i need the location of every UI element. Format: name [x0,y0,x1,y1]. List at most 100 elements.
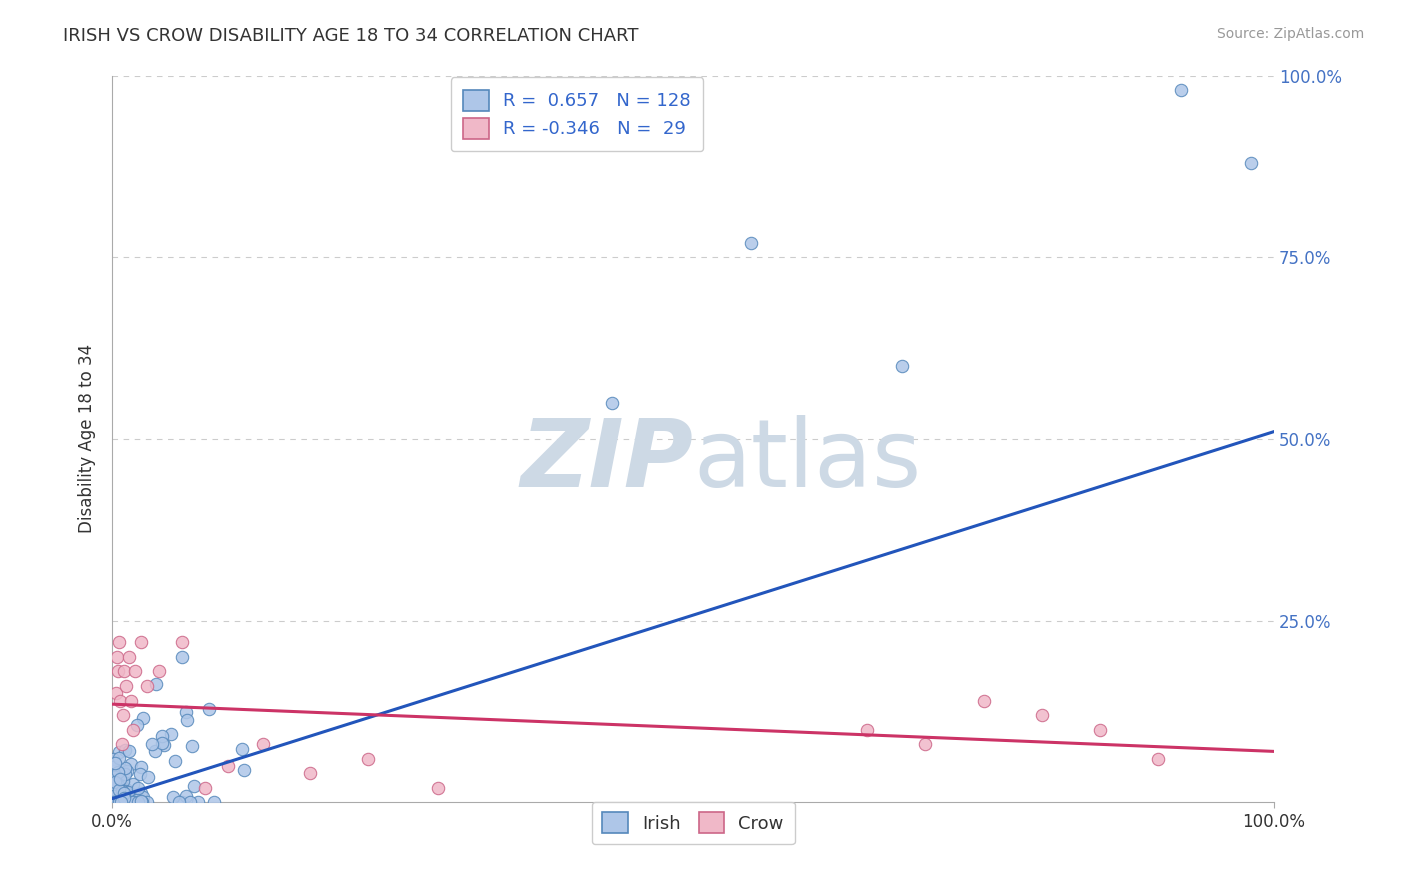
Point [121,795,143,809]
Point [108,635,131,649]
Point [104,774,127,789]
Point [103,792,125,806]
Point [107,786,129,800]
Point [112,787,135,801]
Point [103,786,125,800]
Point [105,792,128,806]
Point [104,794,127,808]
Point [115,764,138,778]
Point [107,791,129,805]
Point [103,792,125,806]
Point [114,743,136,757]
Text: ZIP: ZIP [520,415,693,507]
Point [118,793,141,807]
Point [108,782,131,797]
Point [160,727,183,741]
Point [176,714,198,728]
Point [132,790,155,805]
Point [104,792,127,806]
Point [101,790,124,805]
Point [187,795,209,809]
Point [135,795,157,809]
Point [298,766,321,780]
Point [101,767,124,781]
Point [124,788,146,802]
Point [118,744,141,758]
Point [167,795,190,809]
Point [129,794,152,808]
Point [101,786,124,800]
Point [101,752,124,766]
Text: Source: ZipAtlas.com: Source: ZipAtlas.com [1216,27,1364,41]
Point [107,778,129,792]
Point [914,737,936,751]
Legend: Irish, Crow: Irish, Crow [592,802,794,844]
Point [105,790,128,805]
Point [101,772,124,786]
Point [107,665,129,679]
Point [136,679,159,693]
Point [111,784,134,798]
Point [110,737,132,751]
Point [231,742,253,756]
Point [114,761,136,775]
Point [118,795,141,809]
Point [108,795,131,809]
Point [426,780,449,795]
Point [104,788,127,802]
Point [108,768,131,782]
Point [1088,723,1111,737]
Point [103,781,125,796]
Point [104,795,127,809]
Point [103,787,125,801]
Point [179,795,201,809]
Point [107,745,129,759]
Point [233,763,256,777]
Point [112,790,135,805]
Point [202,795,225,809]
Point [104,756,127,771]
Point [111,763,134,777]
Point [117,794,139,808]
Point [141,737,163,751]
Point [114,784,136,798]
Point [107,751,129,765]
Point [252,737,274,751]
Point [122,723,145,737]
Point [145,676,167,690]
Point [129,795,152,809]
Point [105,649,128,664]
Point [103,789,125,803]
Point [132,711,155,725]
Point [120,693,142,707]
Point [143,744,166,758]
Point [103,760,125,774]
Point [110,795,132,809]
Point [170,795,193,809]
Point [124,665,146,679]
Point [170,635,193,649]
Point [600,395,623,409]
Point [129,786,152,800]
Point [181,739,204,753]
Point [108,772,131,786]
Point [127,795,149,809]
Point [148,665,170,679]
Point [153,738,176,752]
Point [174,706,197,720]
Point [128,767,150,781]
Point [120,789,142,803]
Point [125,793,148,807]
Text: atlas: atlas [693,415,921,507]
Point [117,649,139,664]
Point [107,766,129,780]
Point [107,795,129,809]
Point [973,693,995,707]
Y-axis label: Disability Age 18 to 34: Disability Age 18 to 34 [79,344,96,533]
Point [117,792,139,806]
Point [183,779,205,793]
Point [104,771,127,785]
Point [740,235,762,250]
Point [1170,83,1192,97]
Point [108,788,131,802]
